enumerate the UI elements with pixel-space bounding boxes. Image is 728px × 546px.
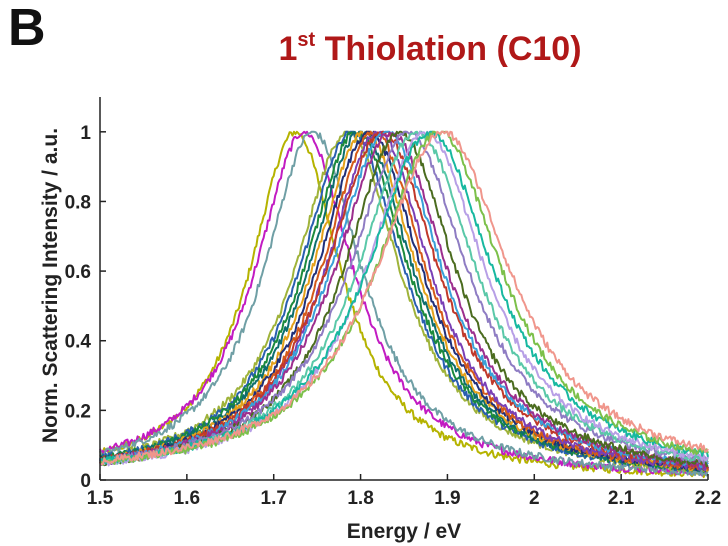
chart-title: 1st Thiolation (C10): [230, 30, 630, 66]
y-tick-label: 1: [80, 123, 91, 144]
y-tick-label: 0.4: [65, 332, 92, 353]
x-tick-label: 2.1: [608, 488, 635, 509]
x-axis-label: Energy / eV: [347, 520, 461, 543]
series-line-12: [99, 130, 709, 470]
series-line-4: [99, 130, 709, 473]
series-line-6: [99, 130, 709, 473]
title-prefix: 1: [278, 30, 298, 68]
x-tick-label: 2.2: [695, 488, 721, 509]
y-tick-label: 0.8: [65, 192, 91, 213]
panel-label: B: [8, 0, 46, 57]
series-line-3: [99, 130, 709, 477]
x-tick-label: 1.5: [87, 488, 114, 509]
series-line-16: [99, 130, 709, 465]
series-line-8: [99, 130, 709, 472]
y-tick-label: 0.2: [65, 401, 91, 422]
x-tick-label: 1.9: [434, 488, 460, 509]
y-tick-label: 0.6: [65, 262, 91, 283]
series-line-15: [99, 130, 709, 468]
title-main: Thiolation (C10): [315, 30, 582, 68]
series-line-7: [99, 130, 709, 472]
series-layer: [99, 130, 709, 479]
series-line-10: [99, 130, 709, 471]
title-superscript: st: [297, 29, 316, 51]
series-line-11: [99, 130, 709, 472]
x-tick-label: 2: [529, 488, 540, 509]
series-line-9: [99, 130, 709, 472]
x-tick-label: 1.7: [261, 488, 287, 509]
x-tick-label: 1.6: [174, 488, 200, 509]
series-line-5: [99, 130, 709, 473]
series-line-21: [99, 130, 709, 466]
y-axis-label: Norm. Scattering Intensity / a.u.: [39, 128, 62, 443]
axis-layer: 1.5 1.6 1.7 1.8 1.9 2 2.1 2.2 0 0.2 0.4 0.6 0.8 1 Ener…: [39, 97, 721, 543]
x-tick-label: 1.8: [347, 488, 373, 509]
y-tick-label: 0: [80, 471, 91, 492]
